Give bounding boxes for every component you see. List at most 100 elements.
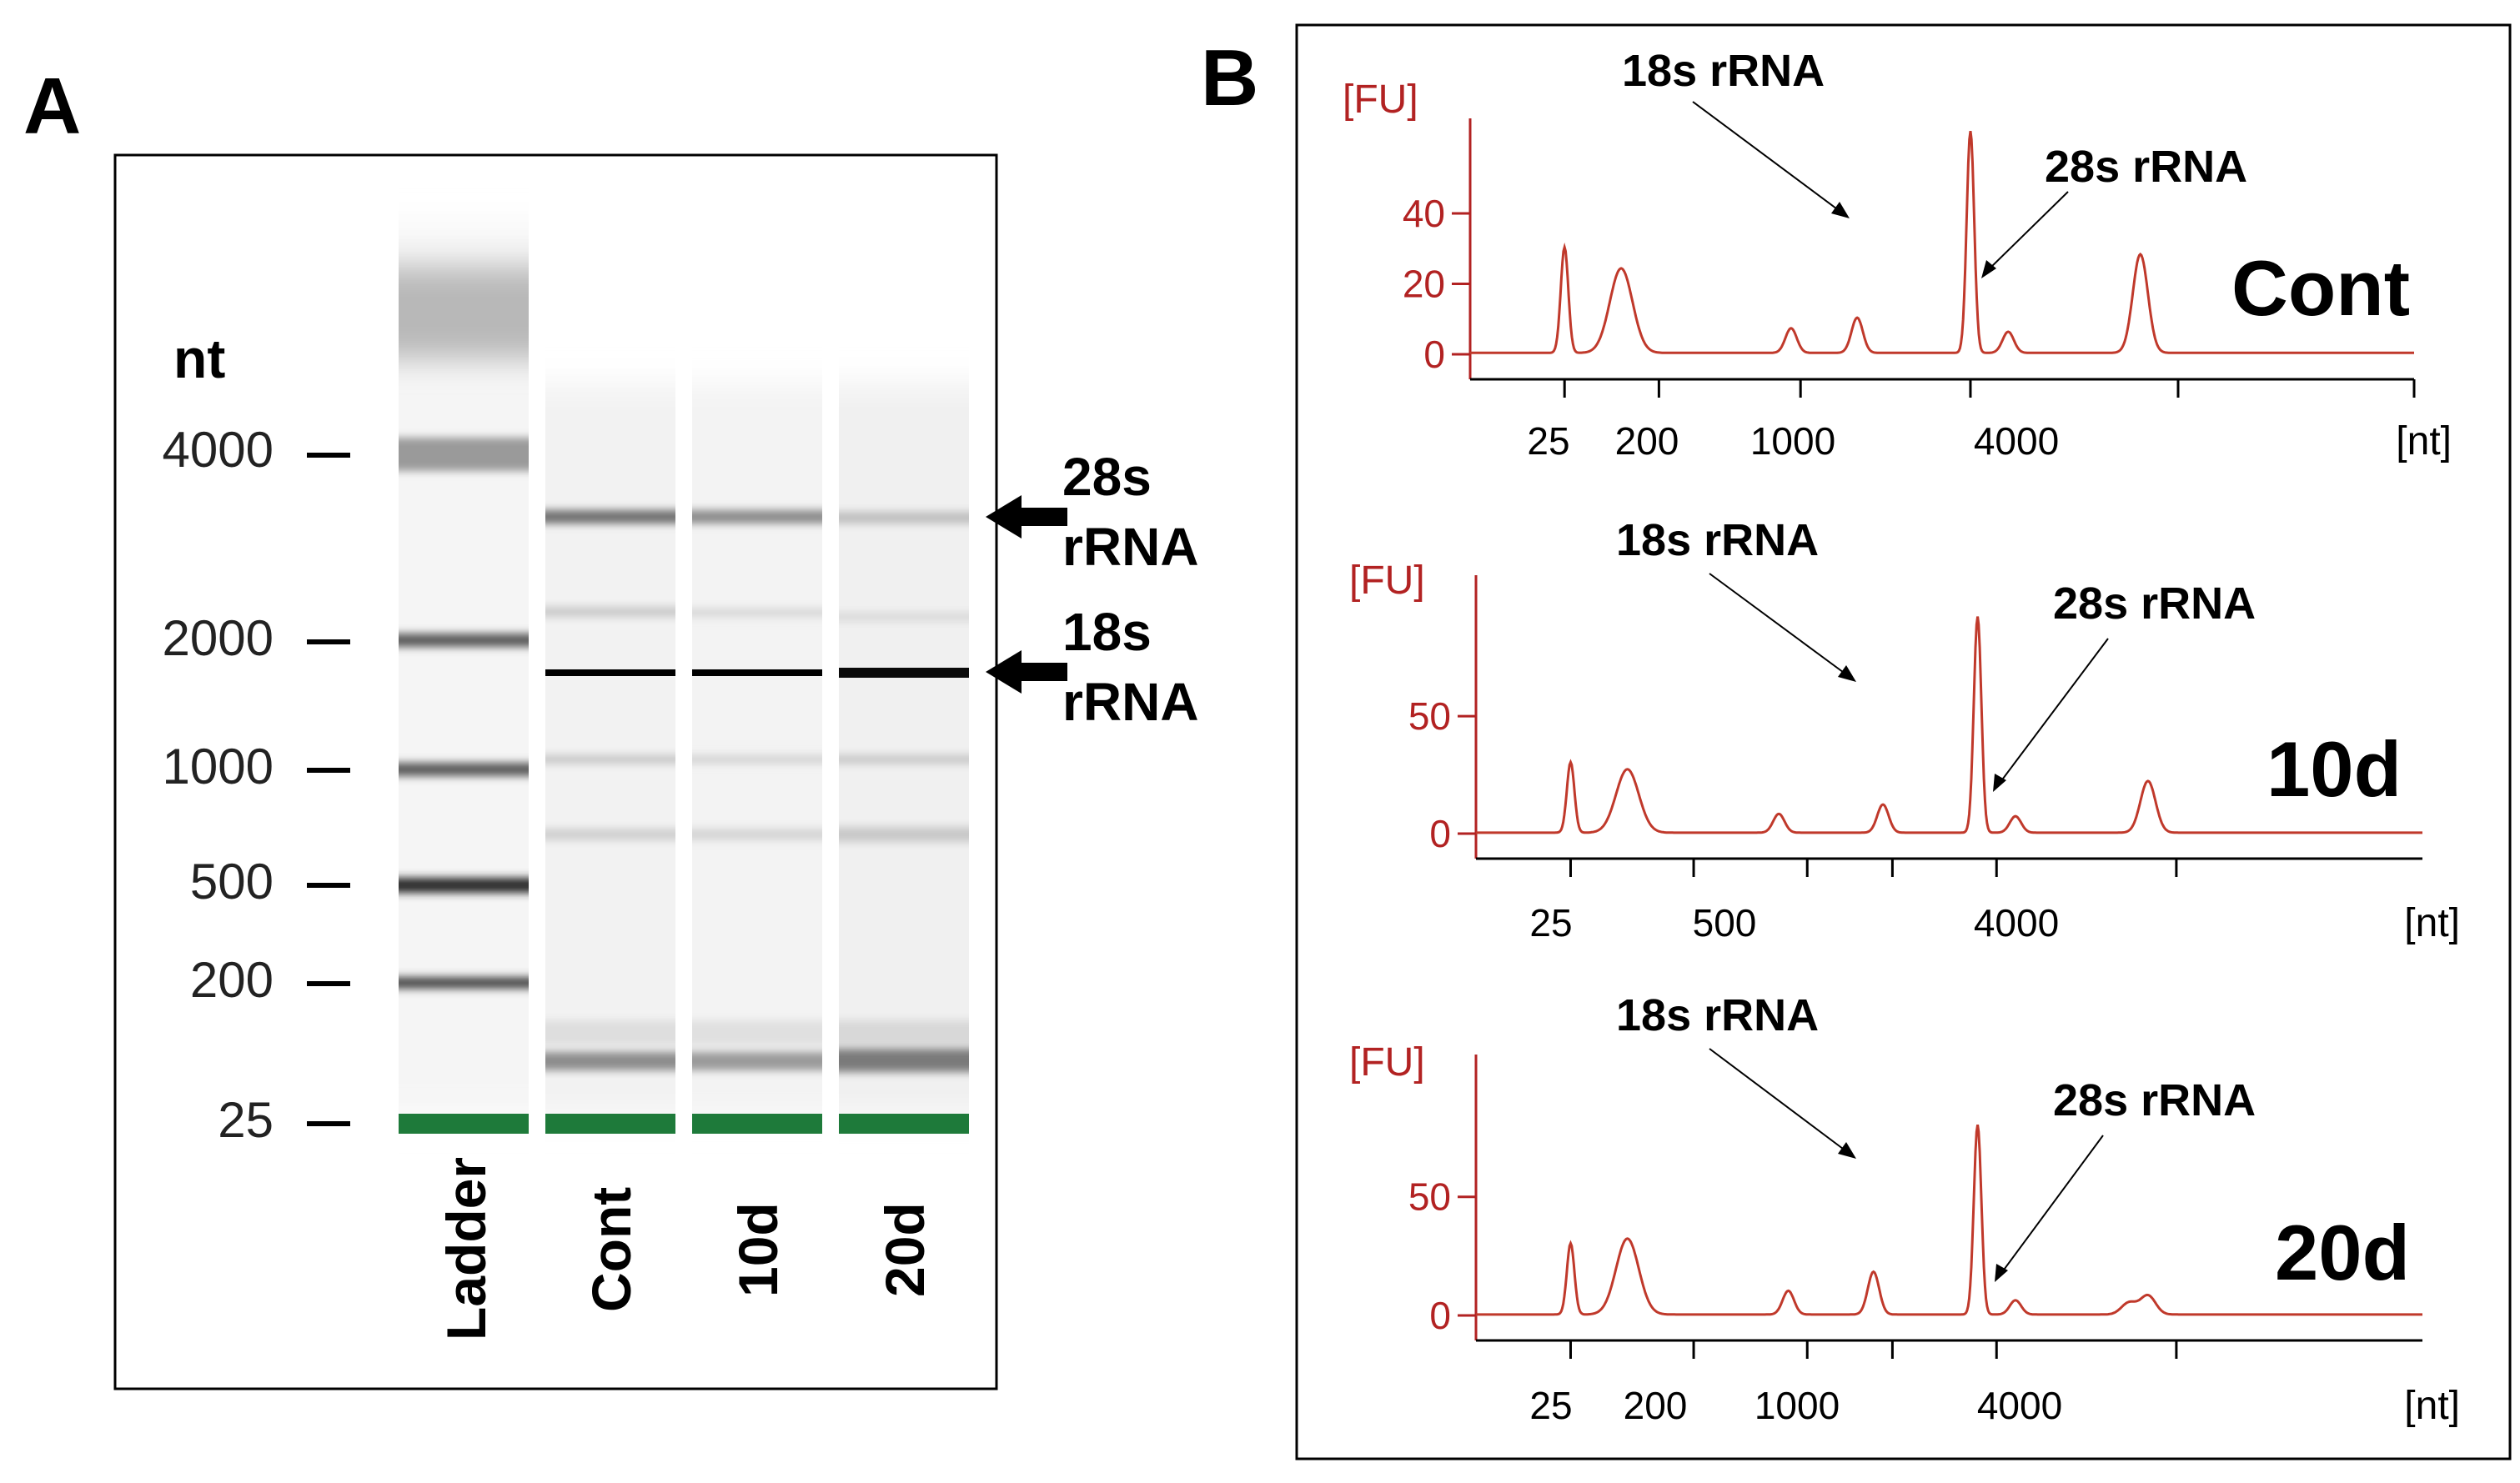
axes: 0 20 40 25 200 1000 4000 — [1403, 118, 2416, 463]
ladder-label-4000: 4000 — [163, 422, 274, 478]
x-tick-label: 25 — [1529, 1384, 1572, 1427]
gel-lane-ladder — [399, 225, 529, 1117]
y-unit-label: [FU] — [1349, 559, 1425, 603]
arrowhead-icon — [1831, 202, 1850, 218]
peak-label-28s: 28s rRNA — [2053, 579, 2256, 629]
lane-background — [839, 383, 969, 1117]
x-tick-label: 1000 — [1750, 419, 1835, 463]
ladder-label-200: 200 — [190, 952, 274, 1008]
chart-title: 20d — [2275, 1209, 2410, 1296]
lane-label-cont: Cont — [580, 1187, 642, 1312]
gel-band — [399, 878, 529, 893]
arrow-28s-label-line2: rRNA — [1062, 517, 1199, 577]
electropherogram-frame — [1295, 23, 2512, 1460]
ladder-smear — [399, 267, 529, 358]
arrow-28s-label-line1: 28s — [1062, 447, 1152, 507]
arrow-18s-label-line2: rRNA — [1062, 672, 1199, 732]
x-tick-label: 1000 — [1754, 1384, 1840, 1427]
arrow-left-icon — [986, 650, 1067, 694]
gel-band — [545, 1020, 675, 1045]
peak-pointer-28s — [1999, 1135, 2104, 1276]
x-tick-label: 200 — [1615, 419, 1679, 463]
trace-line — [1470, 131, 2414, 354]
gel-band — [692, 755, 822, 764]
lane-background — [692, 383, 822, 1117]
gel-band-28s — [839, 512, 969, 524]
peak-pointer-28s — [1985, 191, 2069, 273]
arrowhead-icon — [1838, 1142, 1856, 1159]
peak-label-28s: 28s rRNA — [2053, 1075, 2256, 1125]
gel-band — [692, 609, 822, 617]
y-tick-label: 50 — [1408, 1175, 1451, 1219]
x-unit-label: [nt] — [2404, 1384, 2460, 1428]
marker-band — [545, 1114, 675, 1134]
ladder-label-25: 25 — [218, 1092, 274, 1148]
y-tick-label: 20 — [1403, 263, 1445, 306]
gel-band — [545, 755, 675, 764]
gel-band-18s — [839, 668, 969, 678]
electropherogram-20d: [FU] [nt] 20d 18s rRNA 28s rRNA 0 50 25 200… — [1349, 990, 2460, 1428]
peak-label-18s: 18s rRNA — [1616, 515, 1819, 565]
y-unit-label: [FU] — [1349, 1040, 1425, 1085]
peak-label-18s: 18s rRNA — [1616, 990, 1819, 1040]
gel-band — [839, 613, 969, 621]
peak-pointer-18s — [1692, 101, 1844, 214]
gel-band — [839, 1020, 969, 1045]
gel-band — [692, 829, 822, 840]
electropherogram-cont: [FU] [nt] Cont 18s rRNA 28s rRNA 0 20 40 25… — [1343, 46, 2452, 463]
gel-band — [692, 1052, 822, 1070]
lane-label-20d: 20d — [874, 1202, 936, 1297]
peak-pointer-18s — [1709, 1048, 1850, 1155]
arrowhead-icon — [1838, 665, 1856, 682]
gel-band — [545, 607, 675, 617]
peak-pointer-18s — [1709, 573, 1850, 678]
gel-lane-10d — [692, 383, 822, 1117]
ladder-ticks — [307, 453, 350, 1126]
peak-label-28s: 28s rRNA — [2045, 142, 2247, 192]
arrowhead-icon — [1993, 774, 2006, 792]
gel-band-28s — [545, 510, 675, 524]
arrow-left-icon — [986, 495, 1067, 539]
gel-band — [839, 1049, 969, 1072]
trace-line — [1476, 616, 2422, 834]
arrowhead-icon — [1995, 1264, 2008, 1282]
trace-line — [1476, 1124, 2422, 1316]
x-tick-label: 500 — [1693, 901, 1757, 944]
x-tick-label: 200 — [1624, 1384, 1688, 1427]
x-tick-label: 4000 — [1974, 419, 2059, 463]
panel-b-label: B — [1201, 33, 1258, 123]
gel-band-18s — [692, 669, 822, 676]
electropherogram-10d: [FU] [nt] 10d 18s rRNA 28s rRNA 0 50 25 500… — [1349, 515, 2460, 945]
arrowhead-icon — [1981, 260, 1996, 278]
gel-band-28s — [692, 510, 822, 524]
gel-band — [839, 755, 969, 764]
lane-background — [399, 225, 529, 1117]
x-tick-label: 25 — [1527, 419, 1569, 463]
y-tick-label: 0 — [1423, 333, 1445, 376]
y-tick-label: 0 — [1429, 812, 1451, 855]
y-tick-label: 50 — [1408, 694, 1451, 738]
peak-label-18s: 18s rRNA — [1622, 46, 1825, 96]
y-tick-label: 0 — [1429, 1294, 1451, 1337]
y-tick-label: 40 — [1403, 192, 1445, 235]
x-tick-label: 25 — [1529, 901, 1572, 944]
gel-band — [545, 829, 675, 840]
arrow-18s-label-line1: 18s — [1062, 602, 1152, 662]
ladder-label-500: 500 — [190, 854, 274, 909]
gel-lane-cont — [545, 383, 675, 1117]
gel-band — [839, 827, 969, 842]
marker-bands — [399, 1114, 969, 1134]
gel-lane-20d — [839, 383, 969, 1117]
chart-title: 10d — [2266, 725, 2402, 813]
x-tick-label: 4000 — [1977, 1384, 2062, 1427]
lane-labels: Ladder Cont 10d 20d — [435, 1157, 936, 1340]
marker-band — [839, 1114, 969, 1134]
gel-band — [399, 634, 529, 647]
gel-band — [545, 1052, 675, 1070]
peak-pointer-28s — [1997, 638, 2109, 786]
lane-label-10d: 10d — [727, 1202, 789, 1297]
arrow-28s: 28s rRNA — [986, 447, 1199, 577]
x-tick-label: 4000 — [1974, 901, 2059, 944]
marker-band — [692, 1114, 822, 1134]
